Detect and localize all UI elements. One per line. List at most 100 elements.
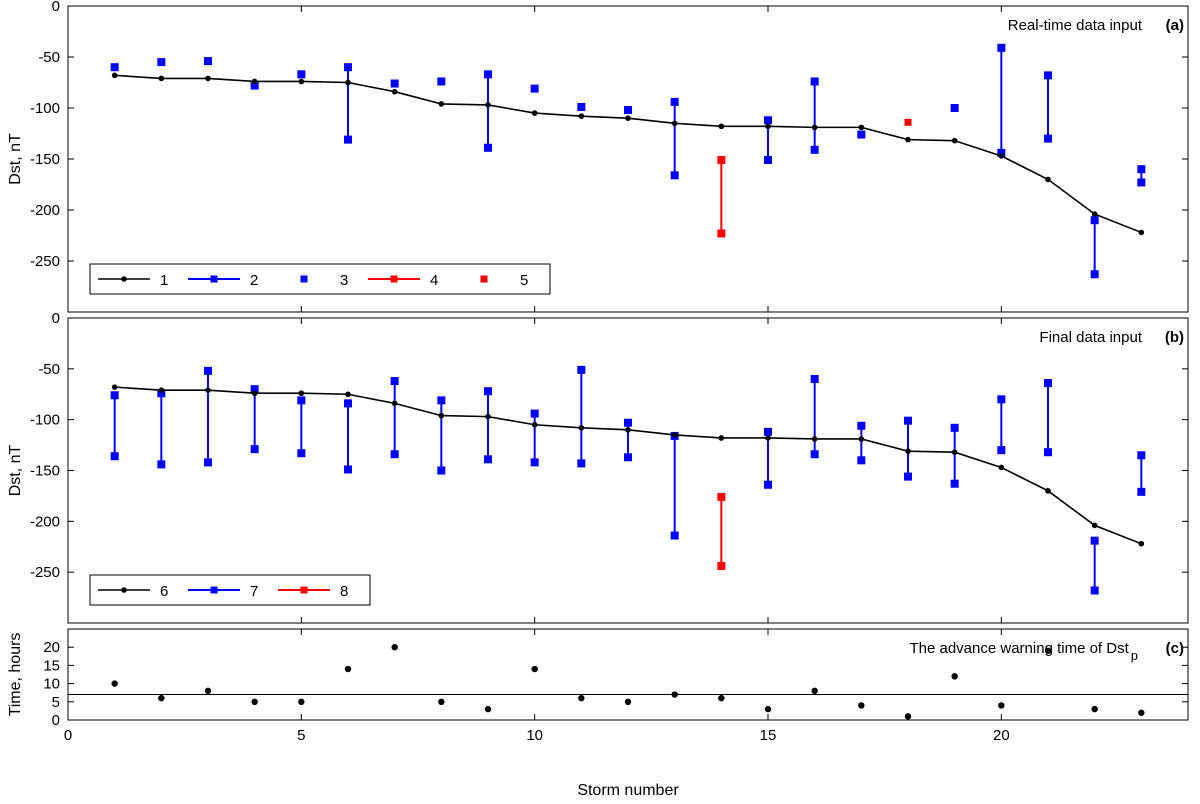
panel-tag: (a) xyxy=(1166,17,1184,34)
warning-time-point xyxy=(718,694,725,702)
observed-dst-point xyxy=(205,75,211,82)
forecast-range-marker xyxy=(1090,536,1099,545)
observed-dst-point xyxy=(1045,488,1051,494)
forecast-range-marker xyxy=(110,391,119,400)
observed-dst-point xyxy=(251,390,258,397)
red-point xyxy=(904,118,912,126)
observed-dst-point xyxy=(111,384,118,390)
y-tick-label: 0 xyxy=(52,310,60,327)
observed-dst-point xyxy=(951,137,958,144)
forecast-range-marker xyxy=(484,387,492,396)
observed-dst-point xyxy=(298,78,305,85)
forecast-range-marker xyxy=(1137,178,1146,187)
plot-frame xyxy=(67,628,1189,721)
y-tick-label: -150 xyxy=(30,151,60,168)
observed-dst-point xyxy=(905,136,911,143)
observed-dst-point xyxy=(345,79,351,86)
warning-time-point xyxy=(671,691,678,698)
observed-dst-point xyxy=(1045,176,1051,183)
y-tick-label: 10 xyxy=(43,676,60,693)
observed-dst-point xyxy=(438,412,445,419)
observed-dst-point xyxy=(158,75,165,82)
forecast-point xyxy=(577,102,586,111)
observed-dst-point xyxy=(485,413,491,420)
observed-dst-point xyxy=(578,425,585,431)
legend-swatch-marker xyxy=(121,276,127,282)
forecast-range-marker xyxy=(344,63,352,72)
legend-box xyxy=(89,263,551,295)
observed-dst-point xyxy=(438,101,445,107)
observed-dst-point xyxy=(1091,522,1098,529)
observed-dst-point xyxy=(671,120,678,127)
observed-dst-point xyxy=(718,123,725,130)
warning-time-point xyxy=(251,698,258,705)
y-tick-label: 0 xyxy=(52,712,60,729)
warning-time-point xyxy=(951,673,958,680)
warning-time-point xyxy=(624,698,632,705)
observed-dst-line xyxy=(114,74,1142,234)
observed-dst-point xyxy=(298,390,305,397)
forecast-range-marker xyxy=(484,455,492,464)
observed-dst-point xyxy=(1138,229,1145,236)
y-tick-label: 0 xyxy=(52,0,60,15)
forecast-point xyxy=(110,63,119,72)
forecast-range-marker xyxy=(297,396,306,405)
forecast-range-marker xyxy=(997,446,1006,455)
observed-dst-point xyxy=(205,387,211,393)
forecast-range-marker xyxy=(997,395,1006,404)
observed-dst-point xyxy=(578,113,585,119)
forecast-range-marker xyxy=(484,143,492,152)
warning-time-point xyxy=(998,702,1005,709)
y-tick-label: -200 xyxy=(30,202,60,219)
observed-dst-point xyxy=(531,421,538,428)
observed-dst-point xyxy=(625,427,631,433)
forecast-point xyxy=(624,106,632,115)
legend-swatch-marker xyxy=(210,586,218,594)
forecast-range-marker xyxy=(997,43,1006,52)
warning-time-point xyxy=(438,698,445,705)
legend-label: 7 xyxy=(250,583,258,600)
legend-swatch-marker xyxy=(210,275,218,283)
forecast-range-marker xyxy=(1044,448,1052,457)
legend-label: 1 xyxy=(160,272,168,289)
y-axis-label: Time, hours xyxy=(7,633,24,717)
observed-dst-line xyxy=(114,386,1142,545)
forecast-range-marker xyxy=(250,385,259,394)
warning-time-point xyxy=(204,687,212,695)
warning-time-point xyxy=(531,665,538,673)
forecast-range-marker xyxy=(1137,165,1146,174)
forecast-range-marker xyxy=(810,145,819,154)
legend-label: 3 xyxy=(340,272,348,289)
y-tick-label: -250 xyxy=(30,253,60,270)
legend-swatch-marker xyxy=(300,586,308,594)
observed-dst-point xyxy=(858,436,865,442)
y-tick-label: -100 xyxy=(30,100,60,117)
y-tick-label: 5 xyxy=(52,694,60,711)
forecast-range-marker xyxy=(1090,586,1099,595)
warning-time-point xyxy=(344,665,352,673)
x-tick-label: 0 xyxy=(64,727,72,744)
forecast-range-marker xyxy=(297,449,306,458)
forecast-range-marker xyxy=(530,458,539,467)
warning-time-point xyxy=(764,705,772,713)
forecast-range-marker xyxy=(390,450,399,459)
y-axis-label: Dst, nT xyxy=(7,444,24,496)
y-tick-label: 20 xyxy=(43,639,60,656)
forecast-range-marker xyxy=(437,396,446,405)
warning-time-point xyxy=(391,644,398,651)
observed-dst-point xyxy=(998,464,1005,471)
forecast-range-marker xyxy=(530,409,539,418)
x-tick-label: 5 xyxy=(297,727,305,744)
x-tick-label: 15 xyxy=(760,727,777,744)
forecast-range-marker xyxy=(250,445,259,454)
warning-time-point xyxy=(578,694,585,702)
forecast-point xyxy=(437,77,446,86)
observed-dst-point xyxy=(811,436,818,442)
forecast-range-marker xyxy=(344,399,352,408)
observed-dst-point xyxy=(765,435,771,441)
forecast-range-marker xyxy=(1090,270,1099,279)
forecast-range-marker xyxy=(904,416,912,425)
forecast-range-marker xyxy=(810,375,819,383)
panel-tag: (c) xyxy=(1166,640,1184,657)
forecast-range-marker xyxy=(997,148,1006,157)
